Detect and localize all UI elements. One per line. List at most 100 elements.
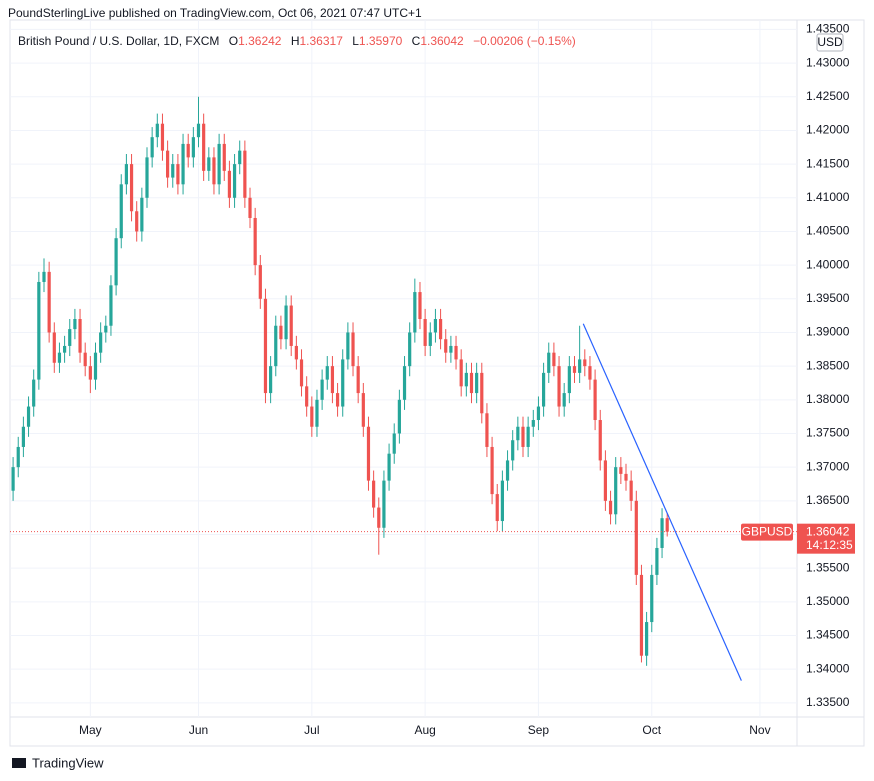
candle-body: [428, 332, 432, 346]
candles: [10, 96, 797, 681]
candle-body: [279, 325, 283, 340]
candle-body: [495, 494, 499, 522]
candle-body: [232, 164, 237, 198]
candle-body: [541, 372, 546, 407]
candle-body: [639, 574, 644, 656]
candle-body: [438, 319, 443, 340]
candle-body: [37, 281, 41, 380]
candle-body: [377, 507, 381, 528]
y-tick-label: 1.42500: [806, 89, 850, 103]
candle-body: [552, 352, 556, 367]
candle-body: [464, 372, 468, 387]
candle-body: [423, 319, 427, 346]
currency-box: [816, 33, 844, 52]
logo-icon: [12, 758, 26, 768]
candle-body: [207, 157, 211, 171]
candle-body: [614, 467, 618, 515]
legend-key: H: [291, 34, 300, 48]
chart-frame: [9, 19, 865, 747]
candle-body: [129, 164, 134, 212]
candle-body: [459, 359, 463, 387]
candle-body: [26, 406, 31, 427]
y-tick-label: 1.38500: [806, 358, 850, 372]
candle-body: [500, 480, 504, 522]
candle-body: [93, 352, 98, 380]
candle-body: [382, 480, 386, 528]
candle-body: [408, 332, 412, 367]
candle-body: [62, 345, 67, 353]
y-tick-label: 1.40000: [806, 257, 850, 271]
candle-body: [346, 332, 350, 360]
legend-value: 1.36042: [420, 34, 464, 48]
candle-body: [253, 217, 257, 266]
symbol-label: GBPUSD: [742, 524, 793, 538]
last-price: 1.36042: [806, 524, 850, 538]
y-tick-label: 1.33500: [806, 695, 850, 709]
legend-value: 1.36242: [238, 34, 282, 48]
candle-body: [608, 500, 613, 515]
candle-body: [402, 366, 407, 400]
countdown: 14:12:35: [806, 538, 853, 552]
candle-body: [238, 150, 242, 165]
candle-body: [155, 123, 159, 138]
footer-brand: TradingView: [32, 755, 104, 770]
candle-body: [356, 366, 360, 394]
candle-body: [274, 325, 278, 367]
x-tick-label: May: [79, 723, 102, 737]
candle-body: [320, 379, 324, 400]
candle-body: [505, 460, 510, 481]
candle-body: [397, 399, 401, 434]
candle-body: [598, 420, 602, 461]
candle-body: [160, 123, 165, 151]
candle-body: [83, 352, 87, 367]
candle-body: [521, 426, 525, 447]
candle-body: [547, 352, 551, 373]
candle-body: [562, 393, 566, 407]
candle-body: [557, 366, 561, 407]
candle-body: [578, 359, 582, 373]
y-tick-label: 1.42000: [806, 123, 850, 137]
candle-body: [490, 446, 494, 495]
candle-body: [634, 500, 638, 575]
y-tick-label: 1.43000: [806, 55, 850, 69]
candle-body: [531, 420, 535, 427]
candle-body: [536, 406, 541, 421]
candle-body: [258, 265, 262, 299]
candle-body: [104, 325, 108, 333]
candle-body: [387, 453, 391, 481]
legend-key: L: [352, 34, 359, 48]
y-tick-label: 1.35500: [806, 560, 850, 574]
candle-body: [68, 329, 72, 346]
y-tick-label: 1.34500: [806, 628, 850, 642]
candle-body: [583, 359, 587, 367]
x-tick-label: Oct: [642, 723, 661, 737]
candle-body: [511, 440, 515, 461]
candle-body: [454, 345, 458, 360]
candle-body: [372, 480, 376, 508]
candle-body: [99, 332, 103, 353]
candle-body: [202, 123, 206, 171]
candle-body: [212, 157, 216, 185]
candle-body: [176, 164, 180, 185]
candle-body: [16, 446, 20, 468]
candle-body: [361, 393, 365, 427]
candle-body: [335, 393, 340, 407]
tv-logo: TradingView: [12, 755, 104, 770]
candle-body: [567, 366, 571, 394]
candle-body: [119, 184, 123, 239]
candle-body: [299, 359, 304, 387]
candle-body: [289, 305, 293, 346]
legend-key: C: [412, 34, 421, 48]
price-axis: 1.33500 1.34000 1.34500 1.35000 1.35500 1.360…: [79, 22, 855, 737]
trend-line: [582, 323, 742, 681]
candle-body: [52, 332, 56, 363]
candle-body: [469, 372, 474, 394]
x-tick-label: Aug: [414, 723, 435, 737]
candle-body: [196, 123, 201, 138]
x-tick-label: Jul: [304, 723, 319, 737]
candle-body: [418, 292, 422, 320]
candle-body: [114, 238, 118, 286]
candle-body: [655, 547, 659, 575]
publish-header: PoundSterlingLive published on TradingVi…: [8, 6, 422, 20]
